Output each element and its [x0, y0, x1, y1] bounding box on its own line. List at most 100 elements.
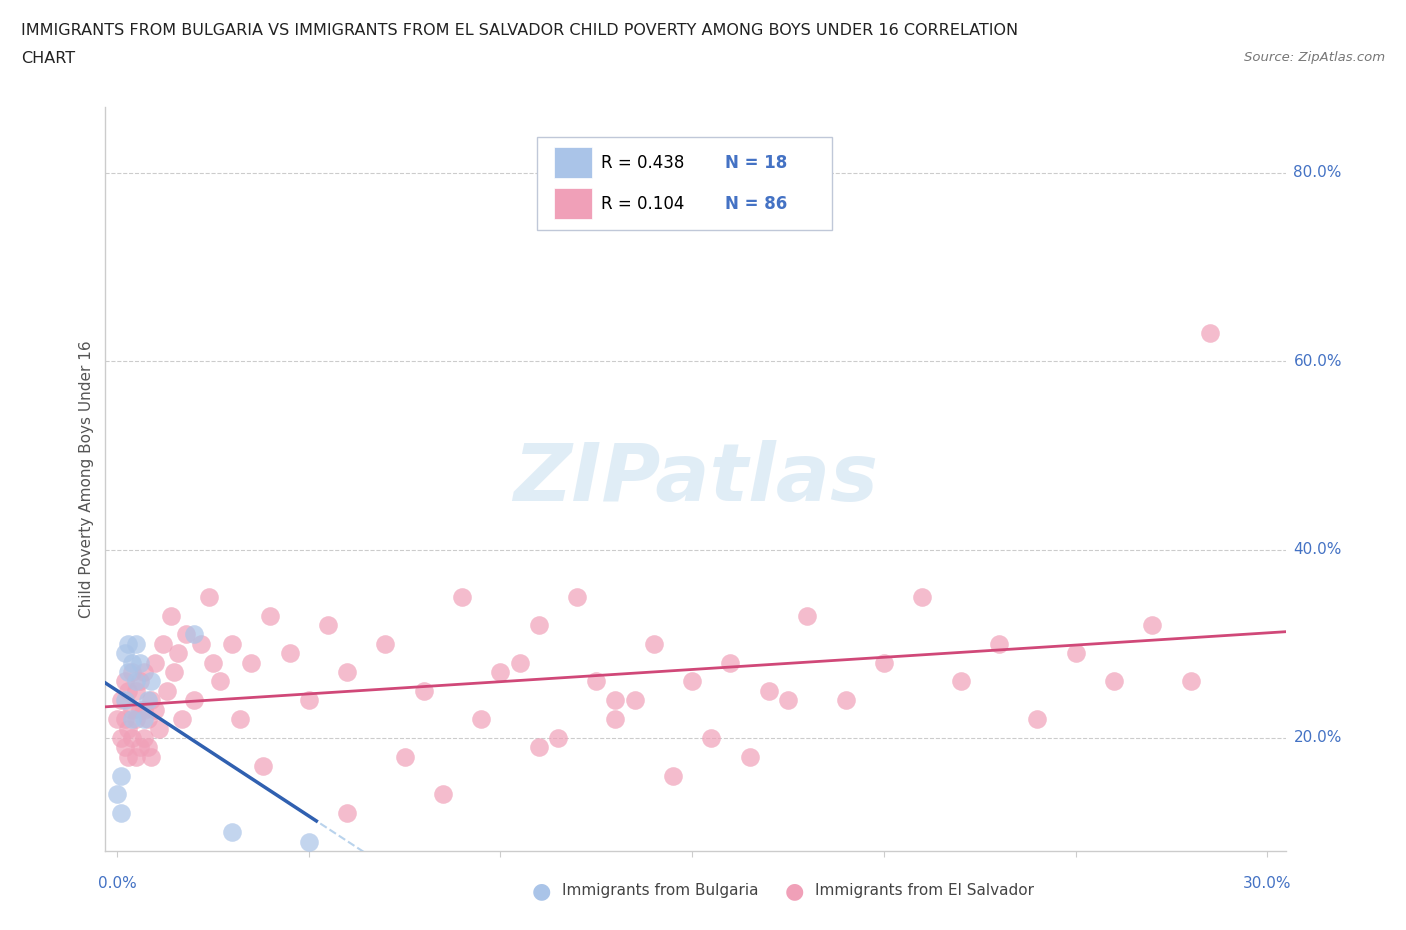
- Point: [156, 684, 179, 698]
- Text: ●: ●: [785, 881, 804, 901]
- Point: [117, 636, 139, 651]
- Point: [911, 590, 934, 604]
- Point: [110, 693, 132, 708]
- Point: [796, 608, 818, 623]
- Point: [121, 730, 143, 745]
- Point: [183, 693, 205, 708]
- Point: [125, 684, 148, 698]
- Point: [834, 693, 856, 708]
- Point: [143, 655, 166, 670]
- Text: IMMIGRANTS FROM BULGARIA VS IMMIGRANTS FROM EL SALVADOR CHILD POVERTY AMONG BOYS: IMMIGRANTS FROM BULGARIA VS IMMIGRANTS F…: [21, 23, 1018, 38]
- FancyBboxPatch shape: [537, 137, 832, 230]
- Point: [298, 834, 321, 849]
- Point: [949, 674, 972, 689]
- Point: [148, 721, 170, 736]
- Point: [141, 693, 163, 708]
- Point: [489, 665, 512, 680]
- Point: [451, 590, 474, 604]
- Point: [105, 787, 128, 802]
- Point: [105, 711, 128, 726]
- Point: [738, 750, 761, 764]
- Point: [1142, 618, 1164, 632]
- Point: [605, 693, 627, 708]
- Point: [681, 674, 703, 689]
- Point: [758, 684, 780, 698]
- Text: Source: ZipAtlas.com: Source: ZipAtlas.com: [1244, 51, 1385, 64]
- Point: [221, 825, 243, 840]
- Point: [159, 608, 181, 623]
- Point: [252, 759, 274, 774]
- Point: [190, 636, 212, 651]
- Point: [432, 787, 454, 802]
- Point: [114, 674, 136, 689]
- Text: Immigrants from El Salvador: Immigrants from El Salvador: [815, 884, 1035, 898]
- Point: [623, 693, 645, 708]
- Point: [547, 730, 569, 745]
- Point: [114, 693, 136, 708]
- Text: R = 0.104: R = 0.104: [602, 194, 685, 213]
- Point: [228, 711, 250, 726]
- Point: [662, 768, 685, 783]
- Point: [132, 711, 155, 726]
- Point: [394, 750, 416, 764]
- Point: [117, 750, 139, 764]
- Point: [221, 636, 243, 651]
- Point: [720, 655, 742, 670]
- Point: [121, 702, 143, 717]
- Point: [110, 730, 132, 745]
- Point: [336, 665, 359, 680]
- Text: 40.0%: 40.0%: [1294, 542, 1341, 557]
- Point: [152, 636, 174, 651]
- Point: [278, 645, 301, 660]
- Point: [259, 608, 281, 623]
- Text: CHART: CHART: [21, 51, 75, 66]
- Point: [585, 674, 607, 689]
- Point: [198, 590, 221, 604]
- Text: ●: ●: [531, 881, 551, 901]
- Text: N = 86: N = 86: [725, 194, 787, 213]
- Point: [114, 740, 136, 755]
- Point: [125, 636, 148, 651]
- Point: [125, 674, 148, 689]
- Point: [136, 693, 159, 708]
- Text: N = 18: N = 18: [725, 153, 787, 172]
- Text: 0.0%: 0.0%: [97, 876, 136, 891]
- Point: [141, 750, 163, 764]
- Point: [129, 702, 152, 717]
- Point: [873, 655, 896, 670]
- Point: [183, 627, 205, 642]
- Point: [110, 768, 132, 783]
- Point: [129, 740, 152, 755]
- Point: [125, 750, 148, 764]
- Point: [527, 740, 550, 755]
- Point: [1026, 711, 1049, 726]
- Point: [114, 645, 136, 660]
- Point: [509, 655, 531, 670]
- Point: [132, 730, 155, 745]
- Point: [643, 636, 665, 651]
- Point: [336, 805, 359, 820]
- Text: ZIPatlas: ZIPatlas: [513, 440, 879, 518]
- Point: [987, 636, 1010, 651]
- Text: 20.0%: 20.0%: [1294, 730, 1341, 746]
- FancyBboxPatch shape: [554, 188, 592, 219]
- Point: [167, 645, 190, 660]
- FancyBboxPatch shape: [554, 147, 592, 179]
- Point: [172, 711, 194, 726]
- Point: [470, 711, 492, 726]
- Point: [125, 711, 148, 726]
- Point: [143, 702, 166, 717]
- Text: R = 0.438: R = 0.438: [602, 153, 685, 172]
- Point: [209, 674, 232, 689]
- Point: [114, 711, 136, 726]
- Point: [121, 711, 143, 726]
- Point: [1064, 645, 1087, 660]
- Point: [174, 627, 197, 642]
- Point: [141, 674, 163, 689]
- Point: [136, 711, 159, 726]
- Point: [117, 721, 139, 736]
- Point: [1102, 674, 1125, 689]
- Point: [121, 655, 143, 670]
- Point: [117, 665, 139, 680]
- Point: [110, 805, 132, 820]
